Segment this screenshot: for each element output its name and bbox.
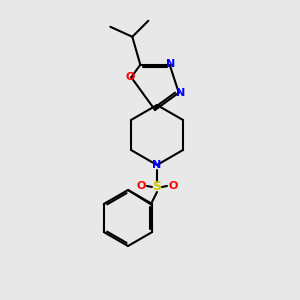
Text: O: O (136, 181, 146, 191)
Text: S: S (152, 181, 161, 194)
Text: N: N (152, 160, 162, 170)
Text: O: O (125, 72, 135, 82)
Text: N: N (176, 88, 185, 98)
Text: O: O (168, 181, 178, 191)
Text: N: N (166, 59, 175, 69)
